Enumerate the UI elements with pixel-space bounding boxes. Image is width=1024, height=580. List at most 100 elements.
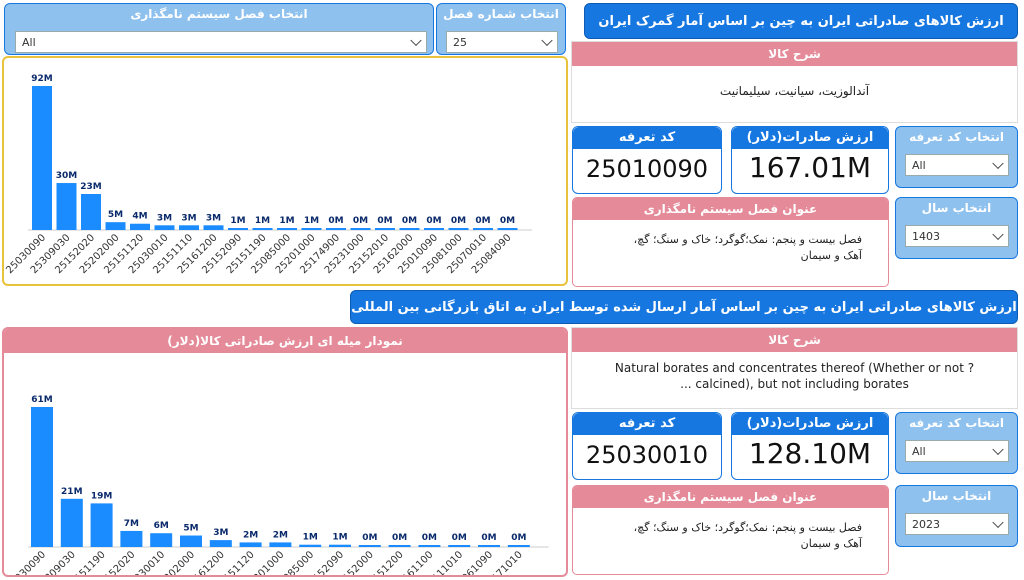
chapter-number-slicer: انتخاب شماره فصل 25 bbox=[436, 3, 566, 55]
data-label: 3M bbox=[213, 528, 228, 538]
bar[interactable] bbox=[81, 194, 101, 230]
bar[interactable] bbox=[358, 545, 381, 547]
bar[interactable] bbox=[473, 228, 493, 230]
bar[interactable] bbox=[228, 228, 248, 230]
data-label: 1M bbox=[230, 216, 245, 226]
data-label: 1M bbox=[255, 216, 270, 226]
chapter-slicer-label: انتخاب فصل سیستم نامگذاری bbox=[130, 7, 308, 21]
bottom-tariff-value: 25030010 bbox=[585, 441, 709, 469]
bar[interactable] bbox=[252, 228, 273, 230]
data-label: 2M bbox=[243, 530, 258, 540]
bar[interactable] bbox=[418, 545, 441, 547]
chapter-slicer: انتخاب فصل سیستم نامگذاری All bbox=[4, 3, 434, 55]
bar[interactable] bbox=[448, 228, 469, 230]
data-label: 1M bbox=[303, 533, 318, 543]
bar[interactable] bbox=[203, 225, 224, 230]
chevron-down-icon bbox=[992, 157, 1004, 170]
data-label: 3M bbox=[206, 213, 221, 223]
bar[interactable] bbox=[424, 228, 444, 230]
data-label: 19M bbox=[91, 491, 113, 501]
data-label: 5M bbox=[108, 210, 123, 220]
top-chapter-title-card: عنوان فصل سیستم نامگذاری فصل بیست و پنجم… bbox=[572, 197, 889, 287]
bottom-tariff-dropdown[interactable]: All bbox=[905, 440, 1009, 462]
top-chart-box: 92M 25030090 30M 25309030 23M 25152020 5M 25202… bbox=[2, 56, 568, 286]
bar[interactable] bbox=[31, 407, 53, 547]
bar[interactable] bbox=[56, 183, 77, 230]
bottom-tariff-card: کد تعرفه 25030010 bbox=[572, 412, 722, 480]
bar[interactable] bbox=[388, 545, 411, 547]
data-label: 7M bbox=[124, 519, 139, 529]
data-label: 0M bbox=[328, 216, 343, 226]
top-export-card: ارزش صادرات(دلار) 167.01M bbox=[731, 126, 889, 194]
bar[interactable] bbox=[399, 228, 420, 230]
data-label: 0M bbox=[353, 216, 368, 226]
top-tariff-dropdown[interactable]: All bbox=[905, 154, 1009, 176]
bar[interactable] bbox=[179, 225, 199, 230]
top-year-dropdown[interactable]: 1403 bbox=[905, 225, 1009, 247]
bottom-description-header: شرح کالا bbox=[572, 328, 1017, 352]
bottom-banner: ارزش کالاهای صادراتی ایران به چین بر اسا… bbox=[350, 290, 1018, 324]
bottom-tariff-dropdown-value: All bbox=[912, 444, 926, 458]
bottom-year-dropdown[interactable]: 2023 bbox=[905, 513, 1009, 535]
bar[interactable] bbox=[239, 542, 262, 547]
bar[interactable] bbox=[497, 228, 518, 230]
bar[interactable] bbox=[90, 503, 113, 547]
chevron-down-icon bbox=[541, 34, 553, 47]
bottom-export-header: ارزش صادرات(دلار) bbox=[732, 413, 888, 435]
bar[interactable] bbox=[329, 544, 351, 547]
bar[interactable] bbox=[301, 228, 322, 230]
top-tariff-dropdown-value: All bbox=[912, 158, 926, 172]
chapter-number-dropdown[interactable]: 25 bbox=[446, 31, 558, 53]
bar[interactable] bbox=[130, 223, 150, 230]
data-label: 4M bbox=[132, 212, 147, 222]
data-label: 0M bbox=[481, 533, 496, 543]
bottom-chapter-title-header: عنوان فصل سیستم نامگذاری bbox=[573, 486, 888, 508]
bar[interactable] bbox=[350, 228, 371, 230]
data-label: 2M bbox=[273, 530, 288, 540]
top-year-slicer: انتخاب سال 1403 bbox=[895, 197, 1018, 259]
bar[interactable] bbox=[375, 228, 395, 230]
bar[interactable] bbox=[32, 86, 52, 230]
top-tariff-slicer-label: انتخاب کد تعرفه bbox=[909, 130, 1004, 144]
top-chapter-title-text: فصل بیست و پنجم: نمک؛گوگرد؛ خاک و سنگ؛ گ… bbox=[633, 233, 862, 262]
data-label: 1M bbox=[279, 216, 294, 226]
bar[interactable] bbox=[277, 228, 297, 230]
top-bar-chart: 92M2503009030M2530903023M251520205M25202… bbox=[4, 74, 532, 276]
top-tariff-value: 25010090 bbox=[585, 155, 709, 183]
bar[interactable] bbox=[478, 545, 500, 547]
bottom-chart-header: نمودار میله ای ارزش صادراتی کالا(دلار) bbox=[4, 329, 566, 353]
top-description-text: آندالوزیت، سیانیت، سیلیمانیت bbox=[719, 84, 870, 98]
bottom-chart-box: نمودار میله ای ارزش صادراتی کالا(دلار) 6… bbox=[2, 327, 568, 577]
data-label: 0M bbox=[392, 533, 407, 543]
bottom-year-slicer-label: انتخاب سال bbox=[921, 489, 992, 503]
bar[interactable] bbox=[60, 498, 83, 547]
chevron-down-icon bbox=[992, 228, 1004, 241]
bar[interactable] bbox=[105, 222, 126, 230]
chevron-down-icon bbox=[992, 443, 1004, 456]
bar[interactable] bbox=[448, 545, 471, 547]
data-label: 0M bbox=[422, 533, 437, 543]
bar[interactable] bbox=[120, 530, 143, 547]
bar[interactable] bbox=[326, 228, 346, 230]
bar[interactable] bbox=[180, 535, 202, 547]
bar[interactable] bbox=[154, 225, 175, 230]
top-export-value: 167.01M bbox=[748, 151, 872, 184]
bar[interactable] bbox=[269, 542, 292, 547]
data-label: 0M bbox=[475, 216, 490, 226]
top-tariff-slicer: انتخاب کد تعرفه All bbox=[895, 126, 1018, 188]
bottom-bar-chart: 61M2503009021M2530903019M251511907M25152… bbox=[4, 395, 549, 575]
bar[interactable] bbox=[507, 545, 530, 547]
bottom-export-value: 128.10M bbox=[748, 437, 872, 470]
chapter-dropdown[interactable]: All bbox=[15, 31, 427, 53]
top-description-header: شرح کالا bbox=[572, 42, 1017, 66]
data-label: 0M bbox=[377, 216, 392, 226]
data-label: 92M bbox=[31, 74, 53, 84]
data-label: 30M bbox=[56, 171, 78, 181]
bar[interactable] bbox=[150, 533, 173, 547]
bar[interactable] bbox=[299, 544, 322, 547]
bottom-tariff-header: کد تعرفه bbox=[573, 413, 721, 435]
bar[interactable] bbox=[209, 540, 232, 547]
chapter-number-dropdown-value: 25 bbox=[453, 35, 467, 49]
top-tariff-header: کد تعرفه bbox=[573, 127, 721, 149]
data-label: 23M bbox=[80, 182, 102, 192]
